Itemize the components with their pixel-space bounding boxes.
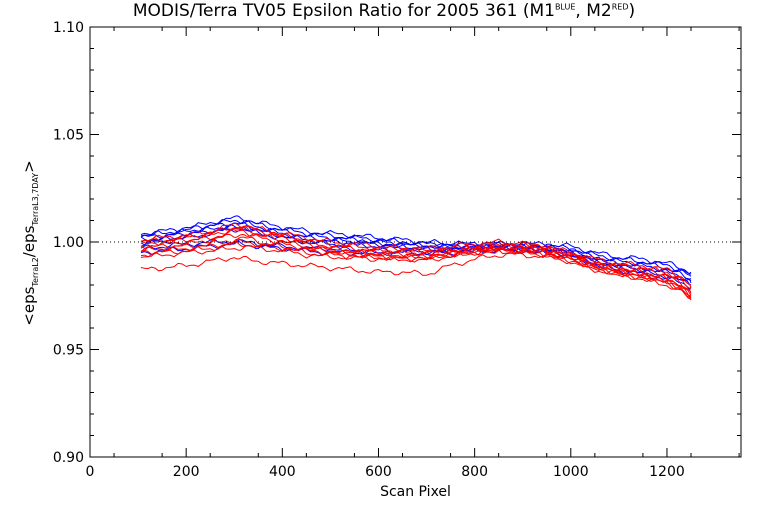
series-line bbox=[140, 224, 692, 288]
series-line bbox=[140, 218, 692, 275]
x-tick-label: 200 bbox=[173, 464, 200, 480]
y-tick-label: 1.05 bbox=[53, 128, 84, 144]
axis-ticks bbox=[89, 26, 741, 458]
x-tick-label: 600 bbox=[365, 464, 392, 480]
y-tick-labels: 0.90 0.95 1.00 1.05 1.10 bbox=[53, 20, 84, 466]
series-line bbox=[140, 238, 692, 286]
y-tick-label: 1.10 bbox=[53, 20, 84, 36]
x-tick-label: 400 bbox=[269, 464, 296, 480]
y-tick-label: 0.95 bbox=[53, 343, 84, 359]
series-line bbox=[140, 252, 692, 301]
series-line bbox=[140, 241, 692, 300]
series-line bbox=[140, 225, 692, 290]
x-tick-labels: 0 200 400 600 800 1000 1200 bbox=[86, 464, 685, 480]
series-line bbox=[140, 244, 692, 299]
x-tick-label: 800 bbox=[461, 464, 488, 480]
x-axis-label: Scan Pixel bbox=[380, 484, 451, 500]
x-tick-label: 0 bbox=[86, 464, 95, 480]
y-tick-label: 0.90 bbox=[53, 450, 84, 466]
series-lines bbox=[140, 215, 692, 301]
chart-title: MODIS/Terra TV05 Epsilon Ratio for 2005 … bbox=[132, 1, 636, 21]
x-tick-label: 1000 bbox=[553, 464, 589, 480]
y-axis-label: <epsTerraL2/epsTerraL3,7DAY> bbox=[20, 160, 40, 326]
y-tick-label: 1.00 bbox=[53, 235, 84, 251]
series-line bbox=[140, 222, 692, 286]
x-tick-label: 1200 bbox=[649, 464, 685, 480]
